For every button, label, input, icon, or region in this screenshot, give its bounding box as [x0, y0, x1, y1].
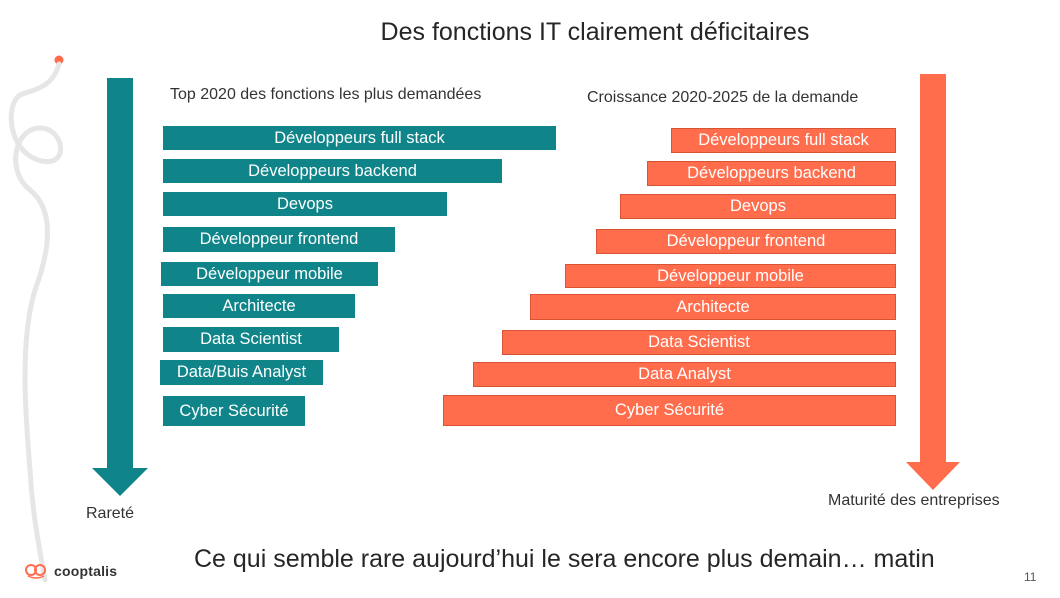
rarity-arrow [92, 78, 148, 496]
growth-demand-bar: Architecte [530, 294, 896, 320]
growth-demand-bar: Développeur mobile [565, 264, 896, 288]
rarity-label: Rareté [86, 505, 135, 522]
top-demand-bar: Data/Buis Analyst [160, 360, 323, 385]
rarity-arrow-shaft [107, 78, 133, 470]
growth-demand-bar: Devops [620, 194, 896, 219]
slide-title: Des fonctions IT clairement déficitaires [380, 18, 810, 46]
maturity-arrow-shaft [920, 74, 946, 464]
maturity-label: Maturité des entreprises [828, 492, 1000, 509]
decorative-swirl-graphic [8, 55, 64, 583]
left-subtitle: Top 2020 des fonctions les plus demandée… [170, 86, 482, 103]
top-demand-bar: Développeur frontend [163, 227, 395, 252]
rarity-arrow-head [92, 468, 148, 496]
swirl-line [8, 61, 64, 583]
top-demand-bar: Développeur mobile [161, 262, 378, 286]
maturity-arrow-head [906, 462, 960, 490]
growth-demand-bar: Développeurs backend [647, 161, 896, 186]
growth-demand-bar: Développeurs full stack [671, 128, 896, 153]
page-number: 11 [1024, 570, 1037, 584]
top-demand-bar: Architecte [163, 294, 355, 318]
swirl-dot [54, 55, 64, 65]
right-subtitle: Croissance 2020-2025 de la demande [587, 89, 859, 106]
footer-quote: Ce qui semble rare aujourd’hui le sera e… [194, 545, 935, 573]
top-demand-bar: Développeurs full stack [163, 126, 556, 150]
growth-demand-bar: Cyber Sécurité [443, 395, 896, 426]
top-demand-bar: Devops [163, 192, 447, 216]
growth-demand-bar: Data Analyst [473, 362, 896, 387]
growth-demand-bar: Data Scientist [502, 330, 896, 355]
top-demand-bar: Développeurs backend [163, 159, 502, 183]
top-demand-bar: Data Scientist [163, 327, 339, 352]
growth-demand-bar: Développeur frontend [596, 229, 896, 254]
logo-text: cooptalis [54, 563, 118, 579]
cooptalis-logo: cooptalis [24, 563, 117, 579]
maturity-arrow [906, 74, 960, 490]
top-demand-bar: Cyber Sécurité [163, 396, 305, 426]
logo-rings-icon [25, 564, 46, 579]
